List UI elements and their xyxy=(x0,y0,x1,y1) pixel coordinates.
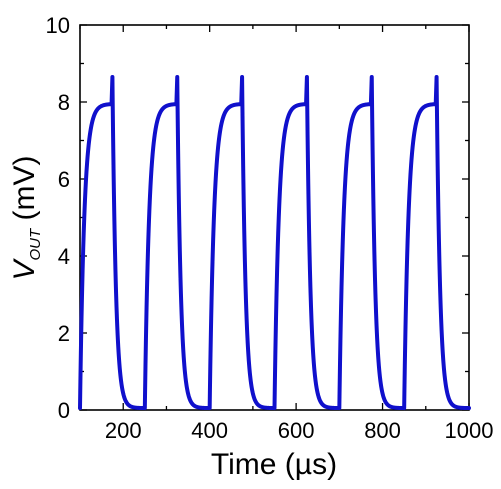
x-tick-label-800: 800 xyxy=(364,418,401,443)
x-tick-label-1000: 1000 xyxy=(445,418,494,443)
y-tick-label-2: 2 xyxy=(58,321,70,346)
x-tick-label-400: 400 xyxy=(191,418,228,443)
x-tick-label-600: 600 xyxy=(278,418,315,443)
axis-tick-labels: 200 400 600 800 1000 0 2 4 6 8 10 xyxy=(46,13,494,443)
y-tick-label-0: 0 xyxy=(58,398,70,423)
y-tick-label-6: 6 xyxy=(58,167,70,192)
x-axis-label: Time (µs) xyxy=(211,448,337,481)
y-axis-label-sub: OUT xyxy=(27,227,44,261)
y-tick-label-8: 8 xyxy=(58,90,70,115)
x-tick-label-200: 200 xyxy=(105,418,142,443)
y-tick-label-10: 10 xyxy=(46,13,70,38)
vout-series-line xyxy=(78,74,471,411)
y-axis-label-main: V xyxy=(8,258,41,281)
y-axis-label-unit: (mV) xyxy=(8,155,41,228)
y-axis-label: VOUT (mV) xyxy=(8,155,44,280)
y-tick-label-4: 4 xyxy=(58,244,70,269)
